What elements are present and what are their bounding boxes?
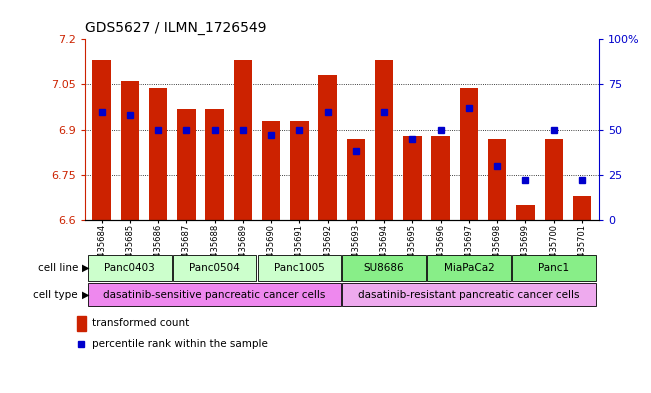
Bar	[177, 108, 195, 220]
Bar	[206, 108, 224, 220]
Bar	[149, 88, 167, 220]
Text: percentile rank within the sample: percentile rank within the sample	[92, 339, 268, 349]
Bar	[403, 136, 422, 220]
Bar	[427, 255, 511, 281]
Bar	[258, 255, 341, 281]
Bar	[573, 196, 591, 220]
Bar	[262, 121, 281, 220]
Bar	[516, 205, 534, 220]
Bar	[347, 139, 365, 220]
Bar	[173, 255, 256, 281]
Bar	[77, 316, 87, 331]
Bar	[92, 61, 111, 220]
Text: cell type: cell type	[33, 290, 78, 299]
Text: ▶: ▶	[82, 290, 90, 299]
Text: dasatinib-sensitive pancreatic cancer cells: dasatinib-sensitive pancreatic cancer ce…	[104, 290, 326, 299]
Bar	[342, 283, 596, 306]
Bar	[120, 81, 139, 220]
Bar	[290, 121, 309, 220]
Bar	[342, 255, 426, 281]
Bar	[375, 61, 393, 220]
Text: dasatinib-resistant pancreatic cancer cells: dasatinib-resistant pancreatic cancer ce…	[358, 290, 579, 299]
Text: ▶: ▶	[82, 263, 90, 273]
Bar	[234, 61, 252, 220]
Bar	[544, 139, 563, 220]
Bar	[512, 255, 596, 281]
Text: GDS5627 / ILMN_1726549: GDS5627 / ILMN_1726549	[85, 22, 266, 35]
Text: SU8686: SU8686	[364, 263, 404, 273]
Bar	[488, 139, 506, 220]
Bar	[88, 255, 172, 281]
Bar	[318, 75, 337, 220]
Bar	[432, 136, 450, 220]
Text: Panc1005: Panc1005	[274, 263, 325, 273]
Bar	[88, 283, 341, 306]
Bar	[460, 88, 478, 220]
Text: MiaPaCa2: MiaPaCa2	[443, 263, 494, 273]
Text: Panc0403: Panc0403	[104, 263, 155, 273]
Text: transformed count: transformed count	[92, 318, 189, 328]
Text: cell line: cell line	[38, 263, 78, 273]
Text: Panc1: Panc1	[538, 263, 569, 273]
Text: Panc0504: Panc0504	[189, 263, 240, 273]
